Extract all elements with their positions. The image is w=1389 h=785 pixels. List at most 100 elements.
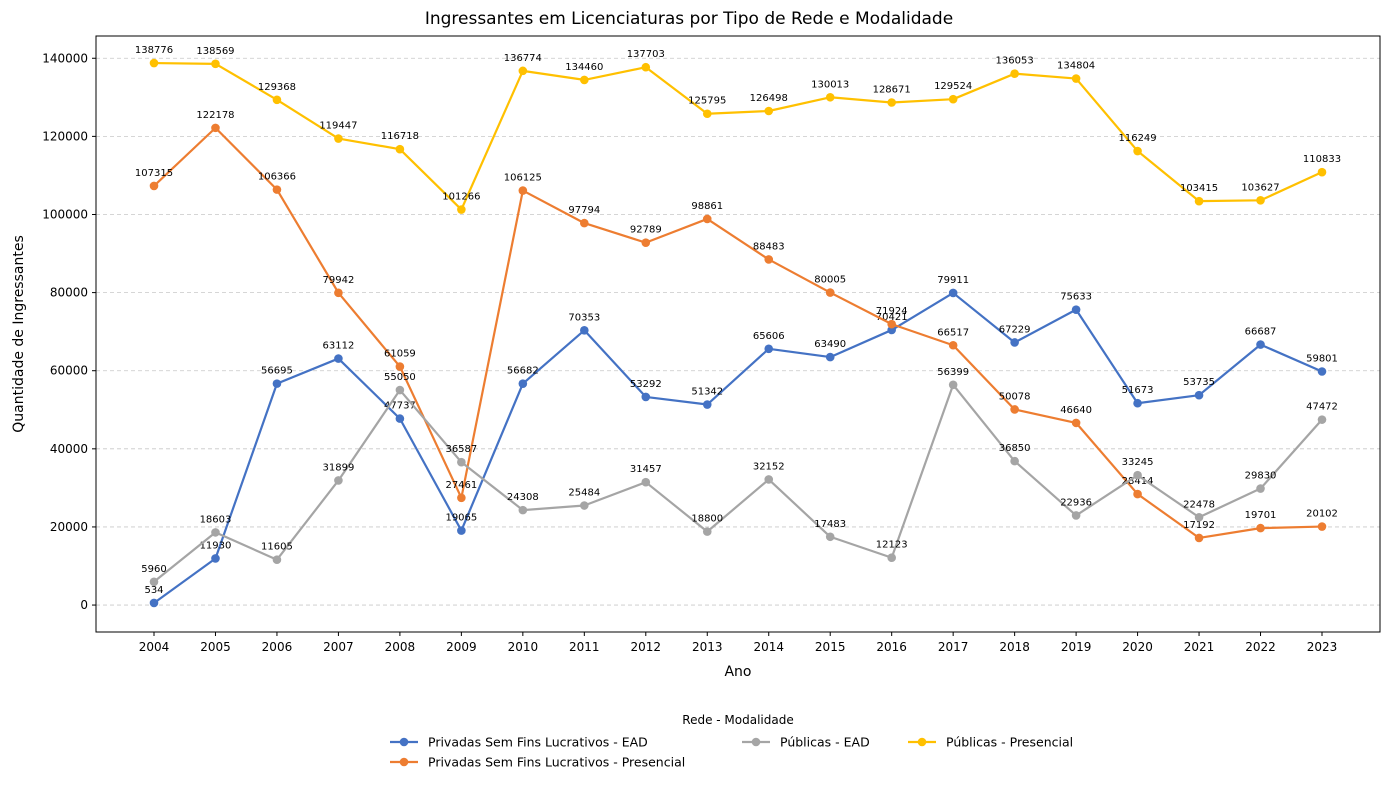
data-label: 5960 — [141, 564, 166, 575]
data-label: 137703 — [627, 49, 665, 60]
data-point — [1256, 484, 1265, 493]
data-point — [395, 385, 405, 395]
data-label: 63490 — [814, 339, 846, 350]
series-1: 534 11930 56695 63112 47737 19065 56682 70353 53… — [144, 275, 1338, 608]
data-label: 125795 — [688, 96, 726, 107]
data-point — [641, 62, 651, 72]
data-point — [580, 218, 589, 228]
x-tick-label: 2007 — [323, 640, 354, 654]
data-label: 56682 — [507, 366, 539, 377]
x-tick-label: 2012 — [631, 640, 662, 654]
y-tick-label: 0 — [80, 598, 88, 612]
x-tick-label: 2023 — [1307, 640, 1338, 654]
data-point — [1256, 196, 1265, 205]
data-label: 11930 — [200, 540, 232, 551]
data-label: 36587 — [445, 444, 477, 455]
data-label: 65606 — [753, 331, 785, 342]
legend-swatch-marker — [399, 757, 409, 767]
data-point — [764, 344, 774, 354]
legend-item: Públicas - Presencial — [908, 735, 1073, 750]
data-point — [272, 555, 282, 565]
data-point — [1256, 523, 1265, 533]
data-label: 47472 — [1306, 402, 1338, 413]
data-label: 110833 — [1303, 154, 1341, 165]
legend-item: Privadas Sem Fins Lucrativos - EAD — [390, 735, 648, 750]
data-point — [272, 379, 282, 388]
data-label: 18603 — [200, 514, 232, 525]
y-tick-label: 60000 — [50, 364, 88, 378]
data-label: 134804 — [1057, 61, 1095, 72]
data-label: 51673 — [1122, 385, 1154, 396]
data-label: 29830 — [1245, 471, 1277, 482]
data-point — [702, 400, 712, 409]
data-point — [518, 66, 528, 76]
plot-frame — [95, 35, 1381, 633]
x-tick-label: 2020 — [1122, 640, 1153, 654]
x-tick-label: 2014 — [753, 640, 784, 654]
data-label: 19065 — [445, 513, 477, 524]
data-point — [764, 475, 774, 484]
y-tick-label: 40000 — [50, 442, 88, 456]
x-tick-label: 2005 — [200, 640, 231, 654]
data-label: 22478 — [1183, 499, 1215, 510]
data-point — [272, 95, 282, 105]
data-point — [1133, 489, 1142, 499]
data-point — [149, 577, 159, 587]
data-label: 130013 — [811, 79, 849, 90]
data-point — [580, 501, 589, 510]
x-tick-label: 2008 — [385, 640, 416, 654]
data-point — [887, 319, 896, 329]
data-label: 17483 — [814, 519, 846, 530]
data-point — [395, 414, 405, 423]
data-point — [641, 477, 651, 487]
data-point — [764, 255, 774, 264]
data-point — [457, 205, 466, 214]
data-point — [334, 476, 343, 485]
data-label: 70421 — [876, 312, 908, 323]
x-tick-label: 2017 — [938, 640, 969, 654]
data-label: 92789 — [630, 225, 662, 236]
y-axis: 0 20000 40000 60000 80000 100000 120000 140000 — [42, 51, 96, 612]
data-point — [948, 288, 958, 298]
data-label: 56399 — [937, 367, 969, 378]
data-point — [1317, 167, 1327, 177]
data-label: 70353 — [568, 312, 600, 323]
data-point — [1256, 340, 1265, 349]
y-tick-label: 20000 — [50, 520, 88, 534]
data-point — [1071, 511, 1081, 520]
data-label: 79911 — [937, 275, 969, 286]
data-label: 17192 — [1183, 520, 1215, 531]
data-point — [641, 392, 651, 402]
data-point — [334, 288, 343, 298]
x-tick-label: 2009 — [446, 640, 477, 654]
data-label: 56695 — [261, 366, 293, 377]
data-label: 18800 — [691, 514, 723, 525]
data-point — [825, 352, 835, 362]
data-label: 136774 — [504, 53, 542, 64]
x-axis-title: Ano — [724, 664, 751, 680]
legend-label: Públicas - Presencial — [946, 735, 1073, 750]
data-label: 138776 — [135, 45, 173, 56]
data-label: 31899 — [323, 462, 355, 473]
data-label: 20102 — [1306, 509, 1338, 520]
data-point — [1010, 338, 1019, 347]
data-label: 129368 — [258, 82, 296, 93]
data-label: 134460 — [565, 62, 603, 73]
data-label: 71924 — [876, 306, 908, 317]
data-point — [825, 92, 835, 102]
x-tick-label: 2019 — [1061, 640, 1092, 654]
x-tick-label: 2010 — [508, 640, 539, 654]
data-label: 106366 — [258, 172, 296, 183]
data-point — [1071, 74, 1081, 83]
legend-swatch-marker — [751, 737, 761, 747]
x-tick-label: 2018 — [999, 640, 1030, 654]
data-point — [1133, 398, 1142, 408]
data-point — [764, 106, 774, 116]
data-label: 66687 — [1245, 327, 1277, 338]
data-point — [211, 59, 220, 69]
data-point — [457, 526, 466, 535]
data-point — [1317, 367, 1327, 376]
data-label: 129524 — [934, 81, 972, 92]
legend-item: Privadas Sem Fins Lucrativos - Presencia… — [390, 755, 685, 770]
